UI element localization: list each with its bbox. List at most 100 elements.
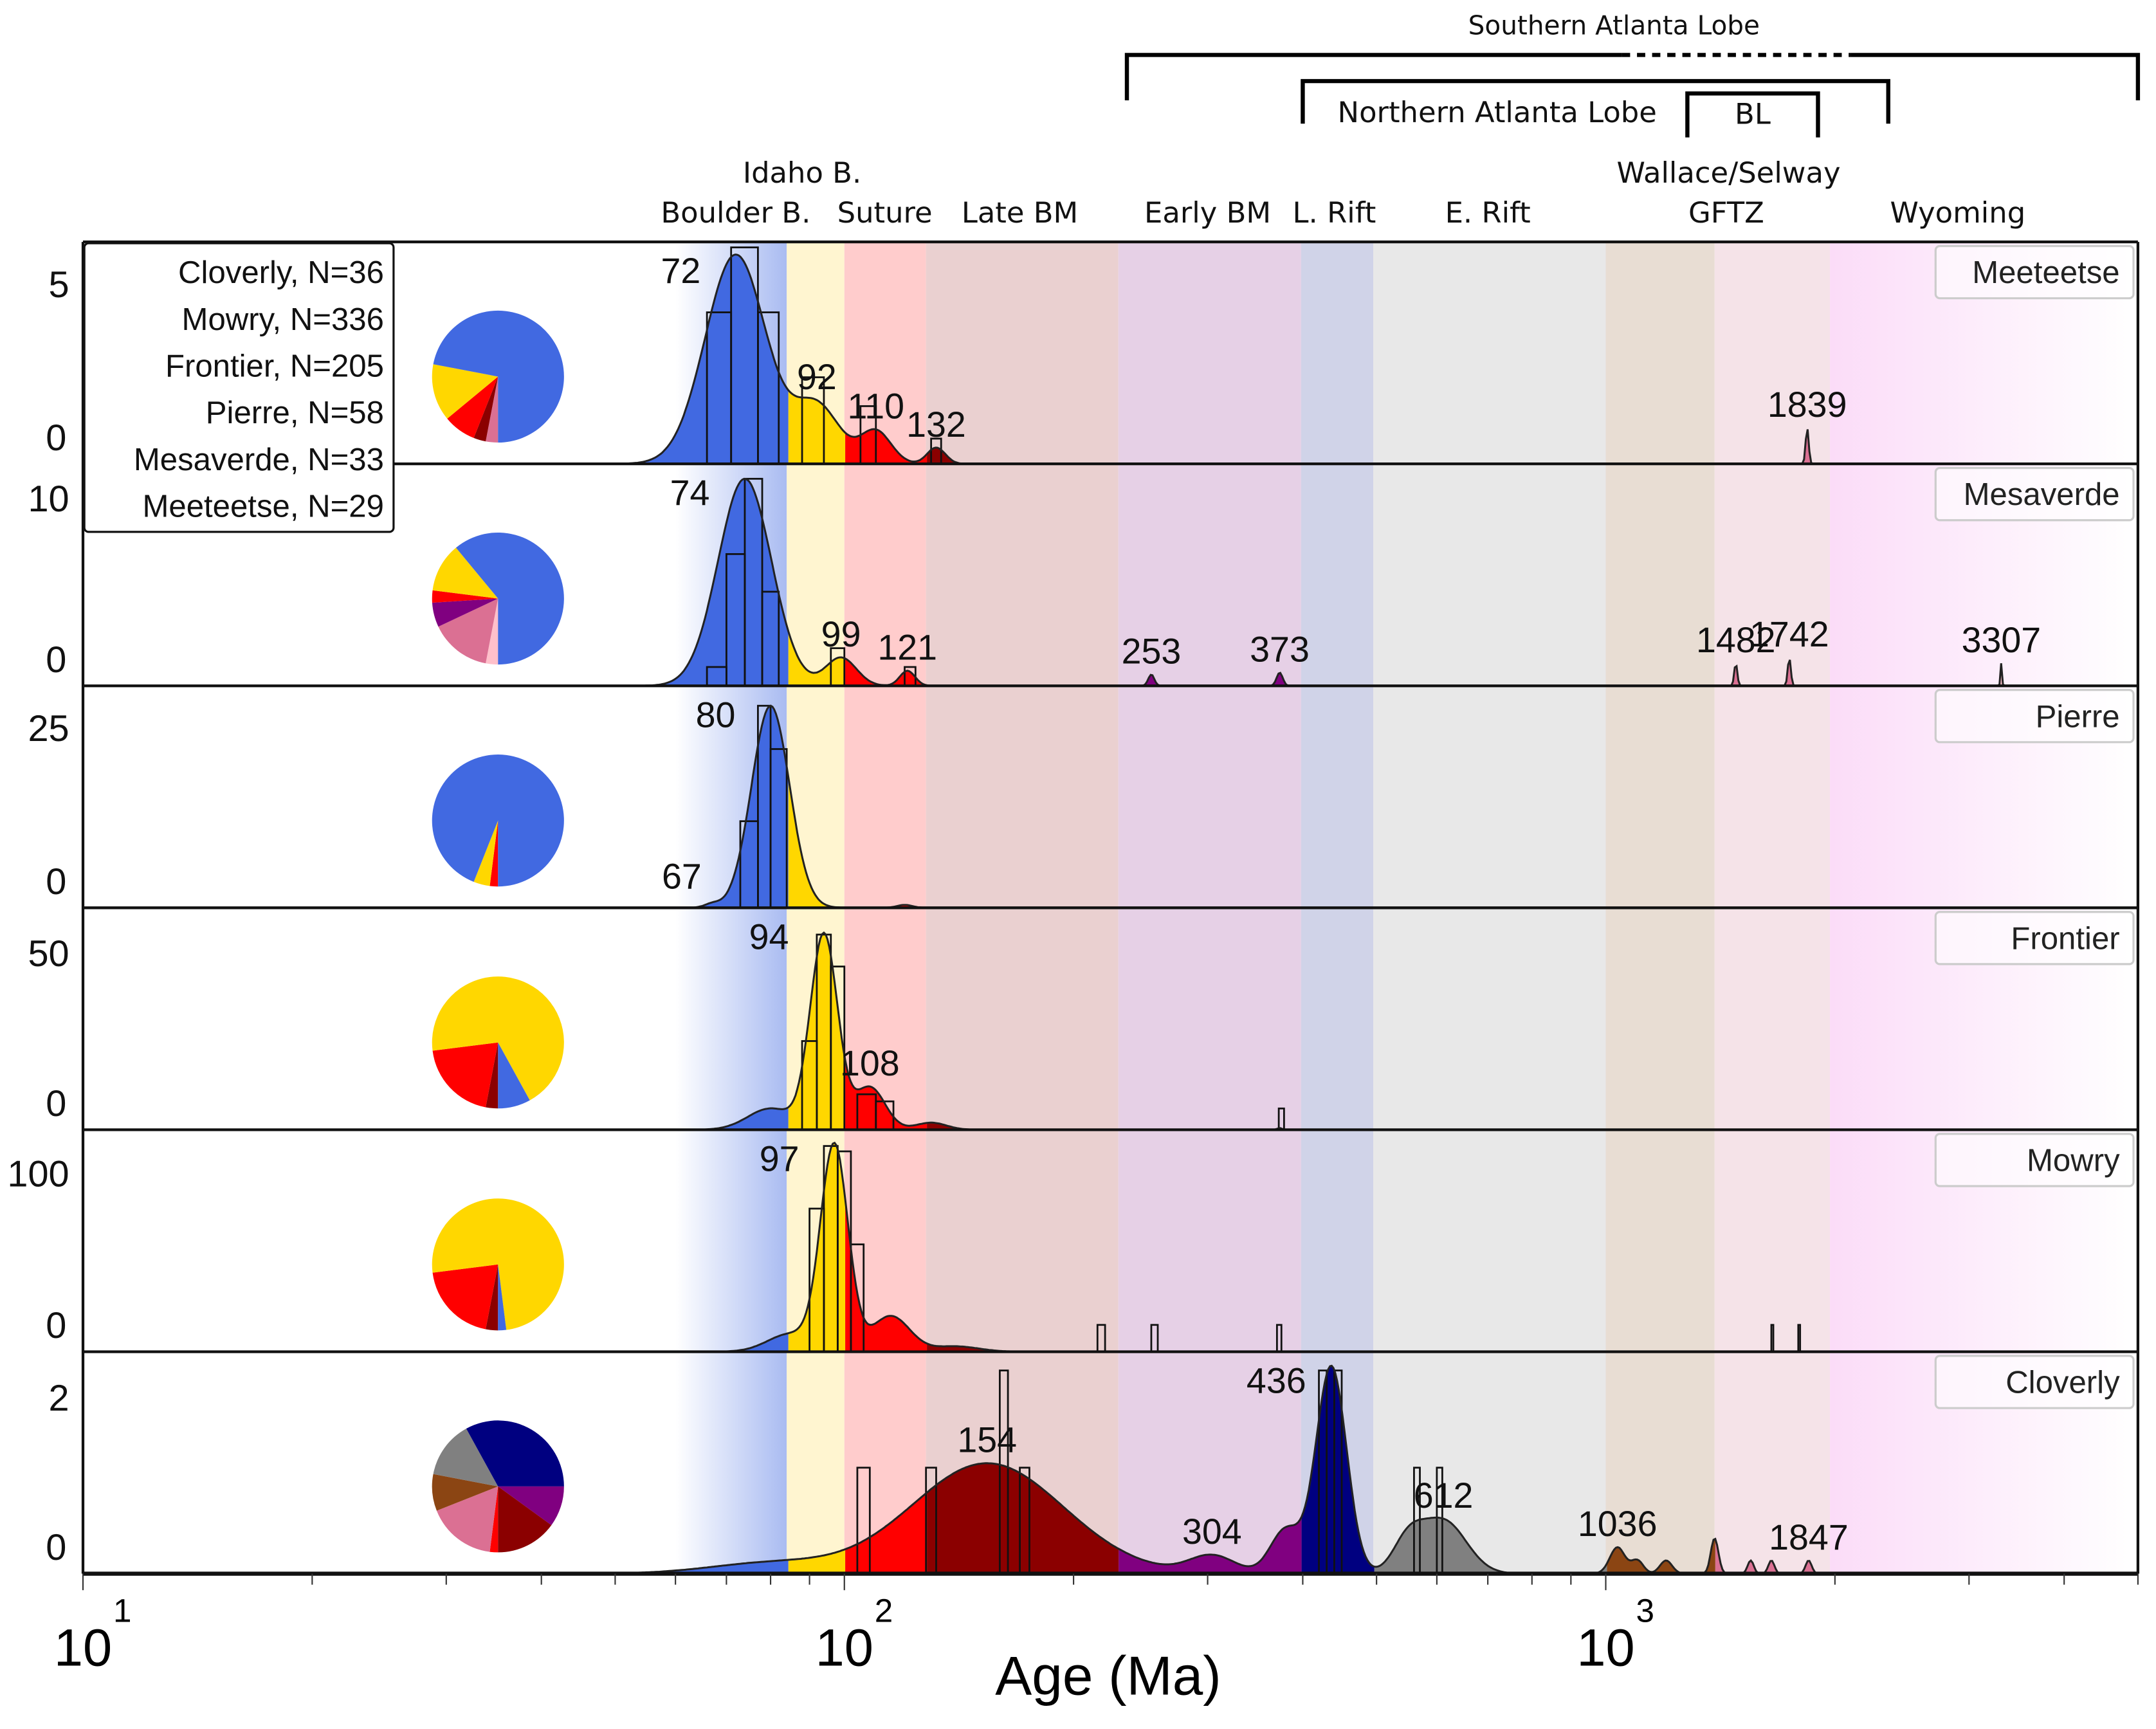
kde-fill-segment — [1715, 429, 1831, 464]
panel-cloverly: 154 304 436 612 1036 1847 0 2 Cloverly — [46, 1355, 2138, 1575]
bracket-label: Northern Atlanta Lobe — [1338, 95, 1657, 129]
y-tick-label: 0 — [46, 861, 66, 902]
kde-fill-segment — [788, 1549, 846, 1574]
y-tick-label: 0 — [46, 1305, 66, 1346]
peak-label: 94 — [749, 917, 789, 956]
y-tick-label: 0 — [46, 417, 66, 459]
x-tick-label-base: 10 — [54, 1620, 112, 1678]
pie-slice — [486, 376, 498, 443]
bracket-line — [1685, 91, 1820, 138]
x-axis-label: Age (Ma) — [995, 1646, 1221, 1707]
y-tick-label: 0 — [46, 639, 66, 681]
y-tick-label: 0 — [46, 1083, 66, 1124]
kde-fill-segment — [1374, 1517, 1607, 1574]
pie-slice — [473, 820, 498, 886]
kde-fill-segment — [927, 1343, 1119, 1352]
sample-label-box — [1934, 466, 2135, 522]
peak-label: 67 — [662, 856, 702, 896]
kde-fill-segment — [1607, 1539, 1715, 1574]
region-label: Late BM — [962, 196, 1078, 230]
peak-label: 1839 — [1768, 385, 1847, 425]
pie-slice — [432, 1474, 498, 1511]
peak-label: 436 — [1247, 1361, 1306, 1401]
panel-frontier: 94 108 0 50 Frontier — [28, 911, 2138, 1131]
region-label: E. Rift — [1445, 196, 1531, 230]
pie-slice — [438, 598, 498, 664]
pie-slice — [486, 1042, 498, 1109]
legend: Cloverly, N=36 Mowry, N=336 Frontier, N=… — [83, 242, 395, 533]
sample-label: Mowry — [2027, 1143, 2120, 1178]
peak-label: 1742 — [1749, 614, 1829, 654]
bracket-line — [1124, 53, 1622, 100]
legend-entry: Frontier, N=205 — [165, 349, 384, 383]
kde-fill-segment — [540, 1560, 789, 1574]
region-label: Boulder B. — [661, 196, 810, 230]
peak-label: 110 — [847, 386, 904, 426]
legend-entry: Meeteetse, N=29 — [142, 489, 384, 524]
region-label: Wallace/Selway — [1616, 156, 1840, 190]
legend-box — [83, 242, 395, 533]
sample-label-box — [1934, 1133, 2135, 1187]
lobe-brackets: Southern Atlanta Lobe Northern Atlanta Lo… — [1124, 10, 2141, 138]
sample-label: Meeteetse — [1972, 255, 2119, 290]
y-tick-label: 100 — [7, 1154, 69, 1195]
peak-label: 253 — [1122, 632, 1182, 672]
kde-fill-segment — [540, 254, 789, 464]
x-tick-label-base: 10 — [816, 1620, 873, 1678]
kde-fill-segment — [1119, 1517, 1302, 1574]
pie-slice — [432, 755, 564, 887]
pie-slice — [433, 1428, 498, 1487]
pie-slice — [455, 532, 564, 665]
region-label: Early BM — [1144, 196, 1271, 230]
pie-slice — [489, 820, 498, 887]
panel-mowry: 97 0 100 Mowry — [7, 1133, 2138, 1353]
x-tick-label-exponent: 2 — [875, 1592, 893, 1629]
peak-label: 97 — [760, 1139, 799, 1178]
bracket-line — [1301, 78, 1890, 124]
region-label: Suture — [837, 196, 933, 230]
kde-fill-segment — [788, 777, 846, 908]
y-tick-label: 10 — [28, 479, 69, 520]
pie-slice — [486, 598, 498, 665]
legend-entry: Cloverly, N=36 — [178, 255, 384, 290]
legend-entry: Mesaverde, N=33 — [134, 443, 384, 477]
peak-label: 304 — [1182, 1512, 1242, 1551]
pie-slice — [498, 1486, 564, 1526]
sample-label-box — [1934, 689, 2135, 744]
kde-fill-segment — [927, 447, 1119, 464]
region-labels: Boulder B. Idaho B. Suture Late BM Early BM L… — [661, 156, 2025, 230]
y-tick-label: 0 — [46, 1527, 66, 1568]
pie-slice — [432, 364, 498, 419]
sample-label: Cloverly — [2005, 1366, 2120, 1400]
peak-label: 3307 — [1962, 620, 2042, 660]
pie-slice — [447, 376, 498, 438]
y-tick-label: 50 — [28, 933, 69, 974]
bracket-line — [1850, 53, 2141, 100]
pie-slice — [436, 1486, 498, 1552]
region-label: Idaho B. — [743, 156, 861, 190]
pie-slice — [433, 310, 564, 443]
x-tick-label-exponent: 3 — [1636, 1592, 1655, 1629]
peak-label: 612 — [1414, 1476, 1474, 1515]
pie-slice — [432, 590, 498, 603]
sample-label: Mesaverde — [1964, 477, 2120, 512]
kde-fill-segment — [540, 706, 789, 908]
pie-slice — [432, 1198, 564, 1330]
y-tick-label: 25 — [28, 708, 69, 749]
kde-fill-segment — [788, 1142, 846, 1352]
sample-label-box — [1934, 911, 2135, 965]
region-label: GFTZ — [1688, 196, 1764, 230]
pie-slice — [432, 1042, 498, 1108]
sample-label-box — [1934, 1355, 2135, 1409]
pie-slice — [432, 547, 498, 599]
pie-slice — [498, 1264, 507, 1331]
peak-label: 154 — [957, 1420, 1017, 1460]
kde-fill-segment — [927, 1463, 1119, 1574]
pie-slice — [432, 598, 498, 627]
peak-label: 1482 — [1696, 620, 1776, 660]
